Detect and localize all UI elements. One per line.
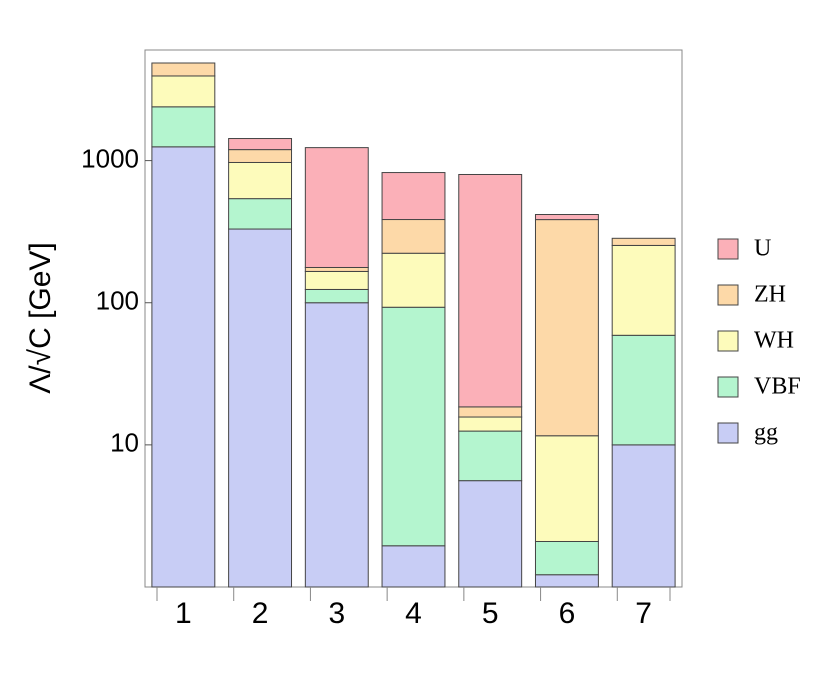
x-tick-label: 3 [328,597,345,630]
bar-segment [228,228,293,588]
bar-segment [228,149,293,163]
bar-segment [458,430,523,482]
legend-label: gg [754,420,778,446]
bar-segment [151,62,216,77]
bar-segment [381,306,446,547]
bar-segment [534,219,599,437]
bar-segment [228,138,293,151]
legend-label: ZH [754,282,786,308]
legend-swatch [717,284,739,306]
legend-swatch [717,422,739,444]
bar-segment [304,266,369,272]
legend-label: U [754,236,771,262]
bar-segment [151,75,216,108]
y-axis-label: Λ/√C [GeV] [24,242,57,394]
x-tick-label: 1 [175,597,192,630]
bar-segment [611,244,676,336]
bar-segment [611,237,676,246]
bar-segment [151,146,216,588]
x-tick-label: 7 [635,597,652,630]
bar-segment [458,406,523,418]
bar-segment [304,147,369,268]
bar-segment [534,540,599,576]
legend-label: VBF [754,374,801,400]
bar-segment [458,416,523,432]
legend-swatch [717,238,739,260]
bar-segment [381,219,446,254]
bar-segment [611,334,676,446]
x-tick-label: 5 [482,597,499,630]
legend-label: WH [754,328,794,354]
bar-segment [534,574,599,588]
y-tick-label: 10 [110,428,139,458]
bar-segment [381,545,446,588]
y-tick-label: 100 [96,286,139,316]
bar-segment [304,270,369,290]
bar-segment [381,172,446,221]
bar-segment [228,198,293,230]
bar-segment [534,435,599,542]
legend-swatch [717,330,739,352]
bar-segment [458,173,523,408]
bar-segment [534,214,599,221]
x-tick-label: 2 [252,597,269,630]
x-tick-label: 4 [405,597,422,630]
bar-segment [458,480,523,588]
bar-segment [151,106,216,148]
bar-segment [381,252,446,308]
bar-segment [228,161,293,200]
x-tick-label: 6 [559,597,576,630]
y-tick-label: 1000 [81,143,139,173]
bar-segment [611,444,676,588]
legend-swatch [717,376,739,398]
bar-segment [304,302,369,588]
bar-segment [304,288,369,304]
